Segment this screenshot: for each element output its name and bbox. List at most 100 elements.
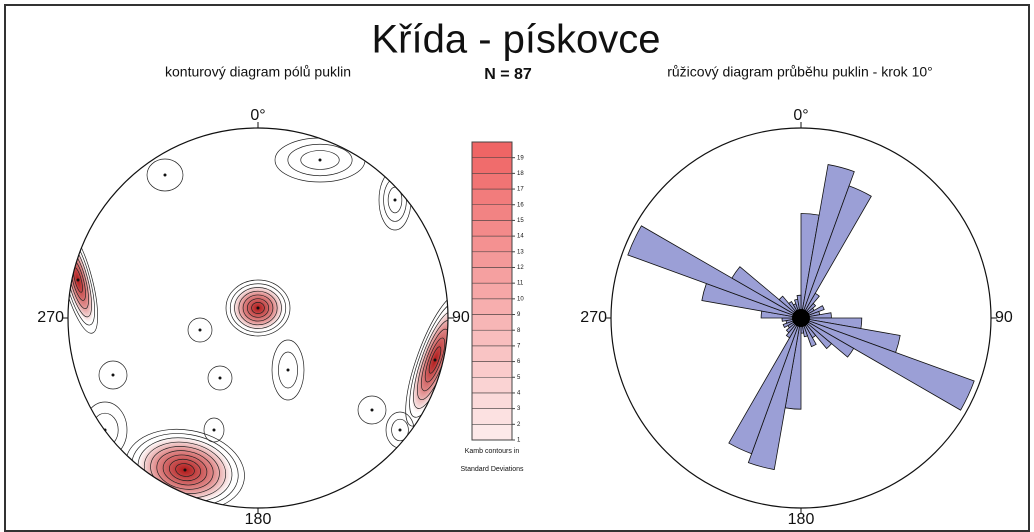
title: Křída - pískovce [371, 18, 660, 62]
contour-line [428, 346, 442, 374]
direction-label: 90 [995, 309, 1013, 326]
colorbar-tick-label: 16 [517, 202, 524, 208]
pole [433, 358, 437, 362]
contour-line [234, 287, 282, 329]
rose-petal [728, 317, 802, 455]
contour-line [207, 365, 233, 391]
pole [218, 376, 222, 380]
contour-line [156, 450, 214, 490]
contour-line [409, 302, 448, 418]
contour-line [246, 298, 270, 318]
contour-line [225, 279, 291, 337]
colorbar-level [471, 220, 513, 237]
pole [111, 373, 115, 377]
colorbar-level [471, 314, 513, 331]
contour-title: konturový diagram pólů puklin [165, 64, 351, 80]
colorbar-level [471, 251, 513, 268]
contour-line [175, 463, 195, 477]
contour-line [278, 351, 298, 389]
contour-line [68, 234, 95, 326]
colorbar-level [471, 298, 513, 315]
n-label: N = 87 [484, 66, 532, 83]
colorbar-level [471, 267, 513, 284]
colorbar-level [471, 157, 513, 174]
colorbar-tick-label: 17 [517, 187, 524, 193]
pole [76, 278, 80, 282]
colorbar-level [471, 408, 513, 425]
contour-line [162, 454, 208, 486]
pole [398, 428, 402, 432]
colorbar-level [471, 377, 513, 394]
colorbar-tick-label: 18 [517, 171, 524, 177]
colorbar-level [471, 173, 513, 190]
rose-petal [800, 164, 855, 319]
contour-line [300, 150, 340, 170]
colorbar-tick-label: 13 [517, 249, 524, 255]
direction-label: 0° [793, 107, 808, 124]
colorbar-tick-label: 9 [517, 312, 521, 318]
contour-line [391, 418, 409, 442]
direction-label: 180 [245, 511, 272, 528]
colorbar-tick-label: 4 [517, 391, 521, 397]
colorbar-level [471, 141, 513, 158]
contour-line [238, 290, 278, 326]
colorbar-frame [471, 141, 513, 441]
pole [163, 173, 167, 177]
colorbar-tick-label: 8 [517, 328, 521, 334]
contour-line [242, 294, 274, 322]
pole [198, 328, 202, 332]
rose-petal [800, 317, 975, 411]
colorbar-level [471, 361, 513, 378]
pole [370, 408, 374, 412]
rose-title: růžicový diagram průběhu puklin - krok 1… [667, 64, 933, 80]
colorbar-tick-label: 12 [517, 265, 524, 271]
colorbar-level [471, 424, 513, 441]
colorbar-label: Standard Deviations [460, 466, 524, 473]
contour-line [146, 158, 184, 192]
direction-label: 270 [580, 309, 607, 326]
rose-petal [800, 317, 833, 350]
rose-petal [627, 225, 802, 319]
contour-line [98, 360, 128, 390]
rose-petal [747, 317, 802, 471]
pole [212, 428, 216, 432]
direction-label: 270 [37, 309, 64, 326]
contour-line [405, 293, 448, 427]
colorbar-level [471, 329, 513, 347]
contour-line [357, 395, 387, 425]
contour-line [168, 458, 202, 482]
colorbar-tick-label: 1 [517, 438, 521, 444]
colorbar-level [471, 282, 513, 300]
colorbar-label: Kamb contours in [465, 448, 520, 455]
contour-line [68, 226, 98, 334]
colorbar-tick-label: 19 [517, 155, 524, 161]
contour-line [229, 283, 287, 333]
colorbar-tick-label: 2 [517, 422, 521, 428]
pole [256, 306, 260, 310]
colorbar-tick-label: 15 [517, 218, 524, 224]
contour-line [251, 302, 265, 314]
rose-petal [800, 317, 855, 358]
colorbar-tick-label: 7 [517, 343, 521, 349]
colorbar-tick-label: 5 [517, 375, 521, 381]
contour-line [203, 417, 225, 443]
contour-line [424, 337, 446, 383]
contour-line [187, 317, 213, 343]
colorbar-level [471, 345, 513, 362]
pole [183, 468, 187, 472]
pole [286, 368, 290, 372]
colorbar-tick-label: 6 [517, 359, 521, 365]
rose-petal [731, 266, 802, 319]
colorbar-level [471, 204, 513, 221]
direction-label: 180 [788, 511, 815, 528]
direction-label: 0° [250, 107, 265, 124]
colorbar-level [471, 188, 513, 205]
colorbar-tick-label: 3 [517, 406, 521, 412]
pole [318, 158, 322, 162]
colorbar-level [471, 235, 513, 253]
direction-label: 90 [452, 309, 470, 326]
colorbar-tick-label: 14 [517, 234, 524, 240]
colorbar-tick-label: 10 [517, 296, 524, 302]
rose-center [792, 309, 810, 327]
